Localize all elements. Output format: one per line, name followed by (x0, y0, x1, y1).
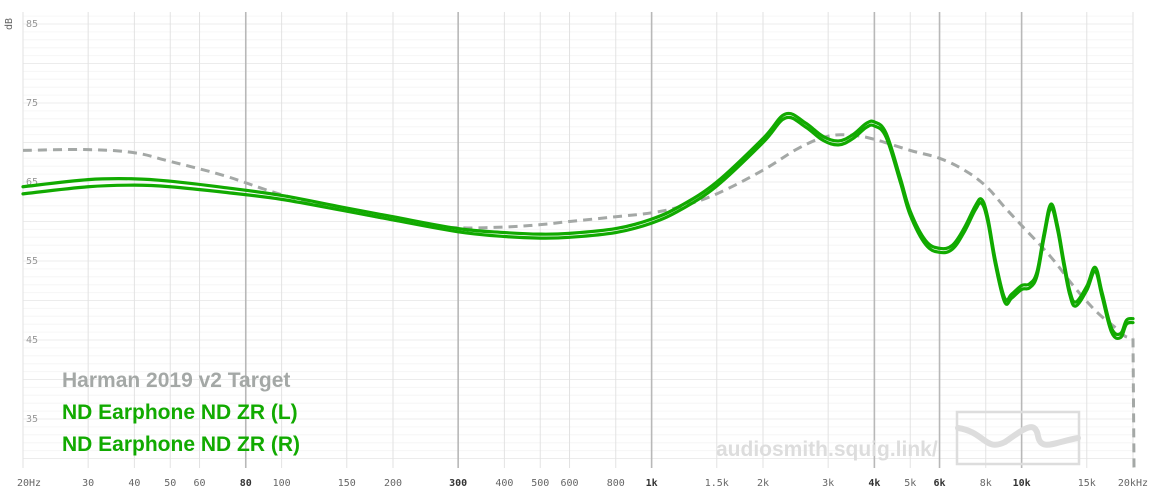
watermark: audiosmith.squig.link/ (716, 410, 1081, 466)
x-tick-label: 3k (822, 478, 834, 489)
y-tick-label: 65 (26, 177, 38, 188)
x-tick-label: 40 (128, 478, 140, 489)
x-tick-label: 50 (164, 478, 176, 489)
x-tick-label: 200 (384, 478, 402, 489)
x-tick-label: 10k (1013, 478, 1031, 489)
x-tick-label: 20kHz (1118, 478, 1148, 489)
x-tick-label: 20Hz (17, 478, 41, 489)
x-tick-label: 5k (904, 478, 916, 489)
x-tick-label: 1.5k (705, 478, 729, 489)
x-tick-label: 4k (868, 478, 880, 489)
y-tick-label: 35 (26, 414, 38, 425)
x-tick-label: 30 (82, 478, 94, 489)
curve-harman-target-tail (1131, 338, 1136, 469)
y-axis-ticks: 85 75 65 55 45 35 (26, 19, 38, 425)
x-tick-label: 8k (980, 478, 992, 489)
x-tick-label: 80 (240, 478, 252, 489)
y-axis-label: dB (4, 18, 15, 30)
x-tick-label: 15k (1078, 478, 1096, 489)
x-tick-label: 60 (194, 478, 206, 489)
squiglink-logo (955, 410, 1081, 466)
chart-grid (22, 12, 1134, 468)
x-tick-label: 150 (338, 478, 356, 489)
curve-nd-zr-left (21, 111, 1135, 337)
legend-target-label: Harman 2019 v2 Target (62, 369, 290, 392)
curve-nd-zr-right (21, 115, 1135, 341)
x-tick-label: 800 (607, 478, 625, 489)
x-tick-label: 600 (561, 478, 579, 489)
y-tick-label: 85 (26, 19, 38, 30)
x-tick-label: 300 (449, 478, 467, 489)
x-tick-label: 100 (273, 478, 291, 489)
legend-right-label: ND Earphone ND ZR (R) (62, 433, 300, 456)
y-tick-label: 45 (26, 335, 38, 346)
legend-left-label: ND Earphone ND ZR (L) (62, 401, 298, 424)
watermark-url: audiosmith.squig.link/ (716, 438, 938, 461)
y-tick-label: 55 (26, 256, 38, 267)
legend: Harman 2019 v2 Target ND Earphone ND ZR … (62, 369, 300, 456)
y-tick-label: 75 (26, 98, 38, 109)
x-tick-label: 6k (934, 478, 946, 489)
x-tick-label: 2k (757, 478, 769, 489)
x-tick-label: 1k (646, 478, 658, 489)
frequency-curves (21, 111, 1136, 469)
x-tick-label: 400 (495, 478, 513, 489)
x-axis-ticks: 20Hz 30 40 50 60 80 100 150 200 300 400 500 600 800 1k… (17, 478, 1148, 489)
x-tick-label: 500 (531, 478, 549, 489)
